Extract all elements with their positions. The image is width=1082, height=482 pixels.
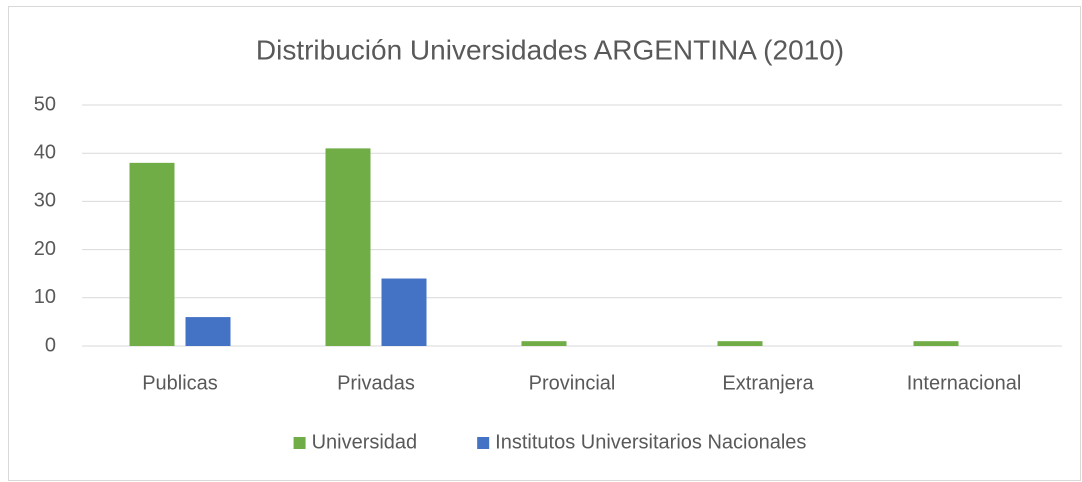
legend-label: Institutos Universitarios Nacionales [495,431,806,453]
bar [185,317,231,346]
chart-frame [8,6,1081,481]
chart-title: Distribución Universidades ARGENTINA (20… [256,34,844,65]
legend-label: Universidad [312,431,418,453]
y-tick-label: 10 [34,286,56,308]
y-tick-label: 30 [34,190,56,212]
y-tick-label: 40 [34,141,56,163]
bar [521,341,567,346]
bar [325,148,371,346]
x-tick-label: Extranjera [722,372,814,394]
x-tick-label: Provincial [529,372,616,394]
x-tick-label: Publicas [142,372,218,394]
bar [129,162,175,346]
bar [913,341,959,346]
legend-swatch [477,437,490,449]
bar [381,278,427,346]
bar [717,341,763,346]
y-tick-label: 0 [45,334,56,356]
y-tick-label: 50 [34,93,56,115]
legend-swatch [293,437,306,449]
y-tick-label: 20 [34,238,56,260]
x-tick-label: Privadas [337,372,415,394]
x-tick-label: Internacional [907,372,1022,394]
